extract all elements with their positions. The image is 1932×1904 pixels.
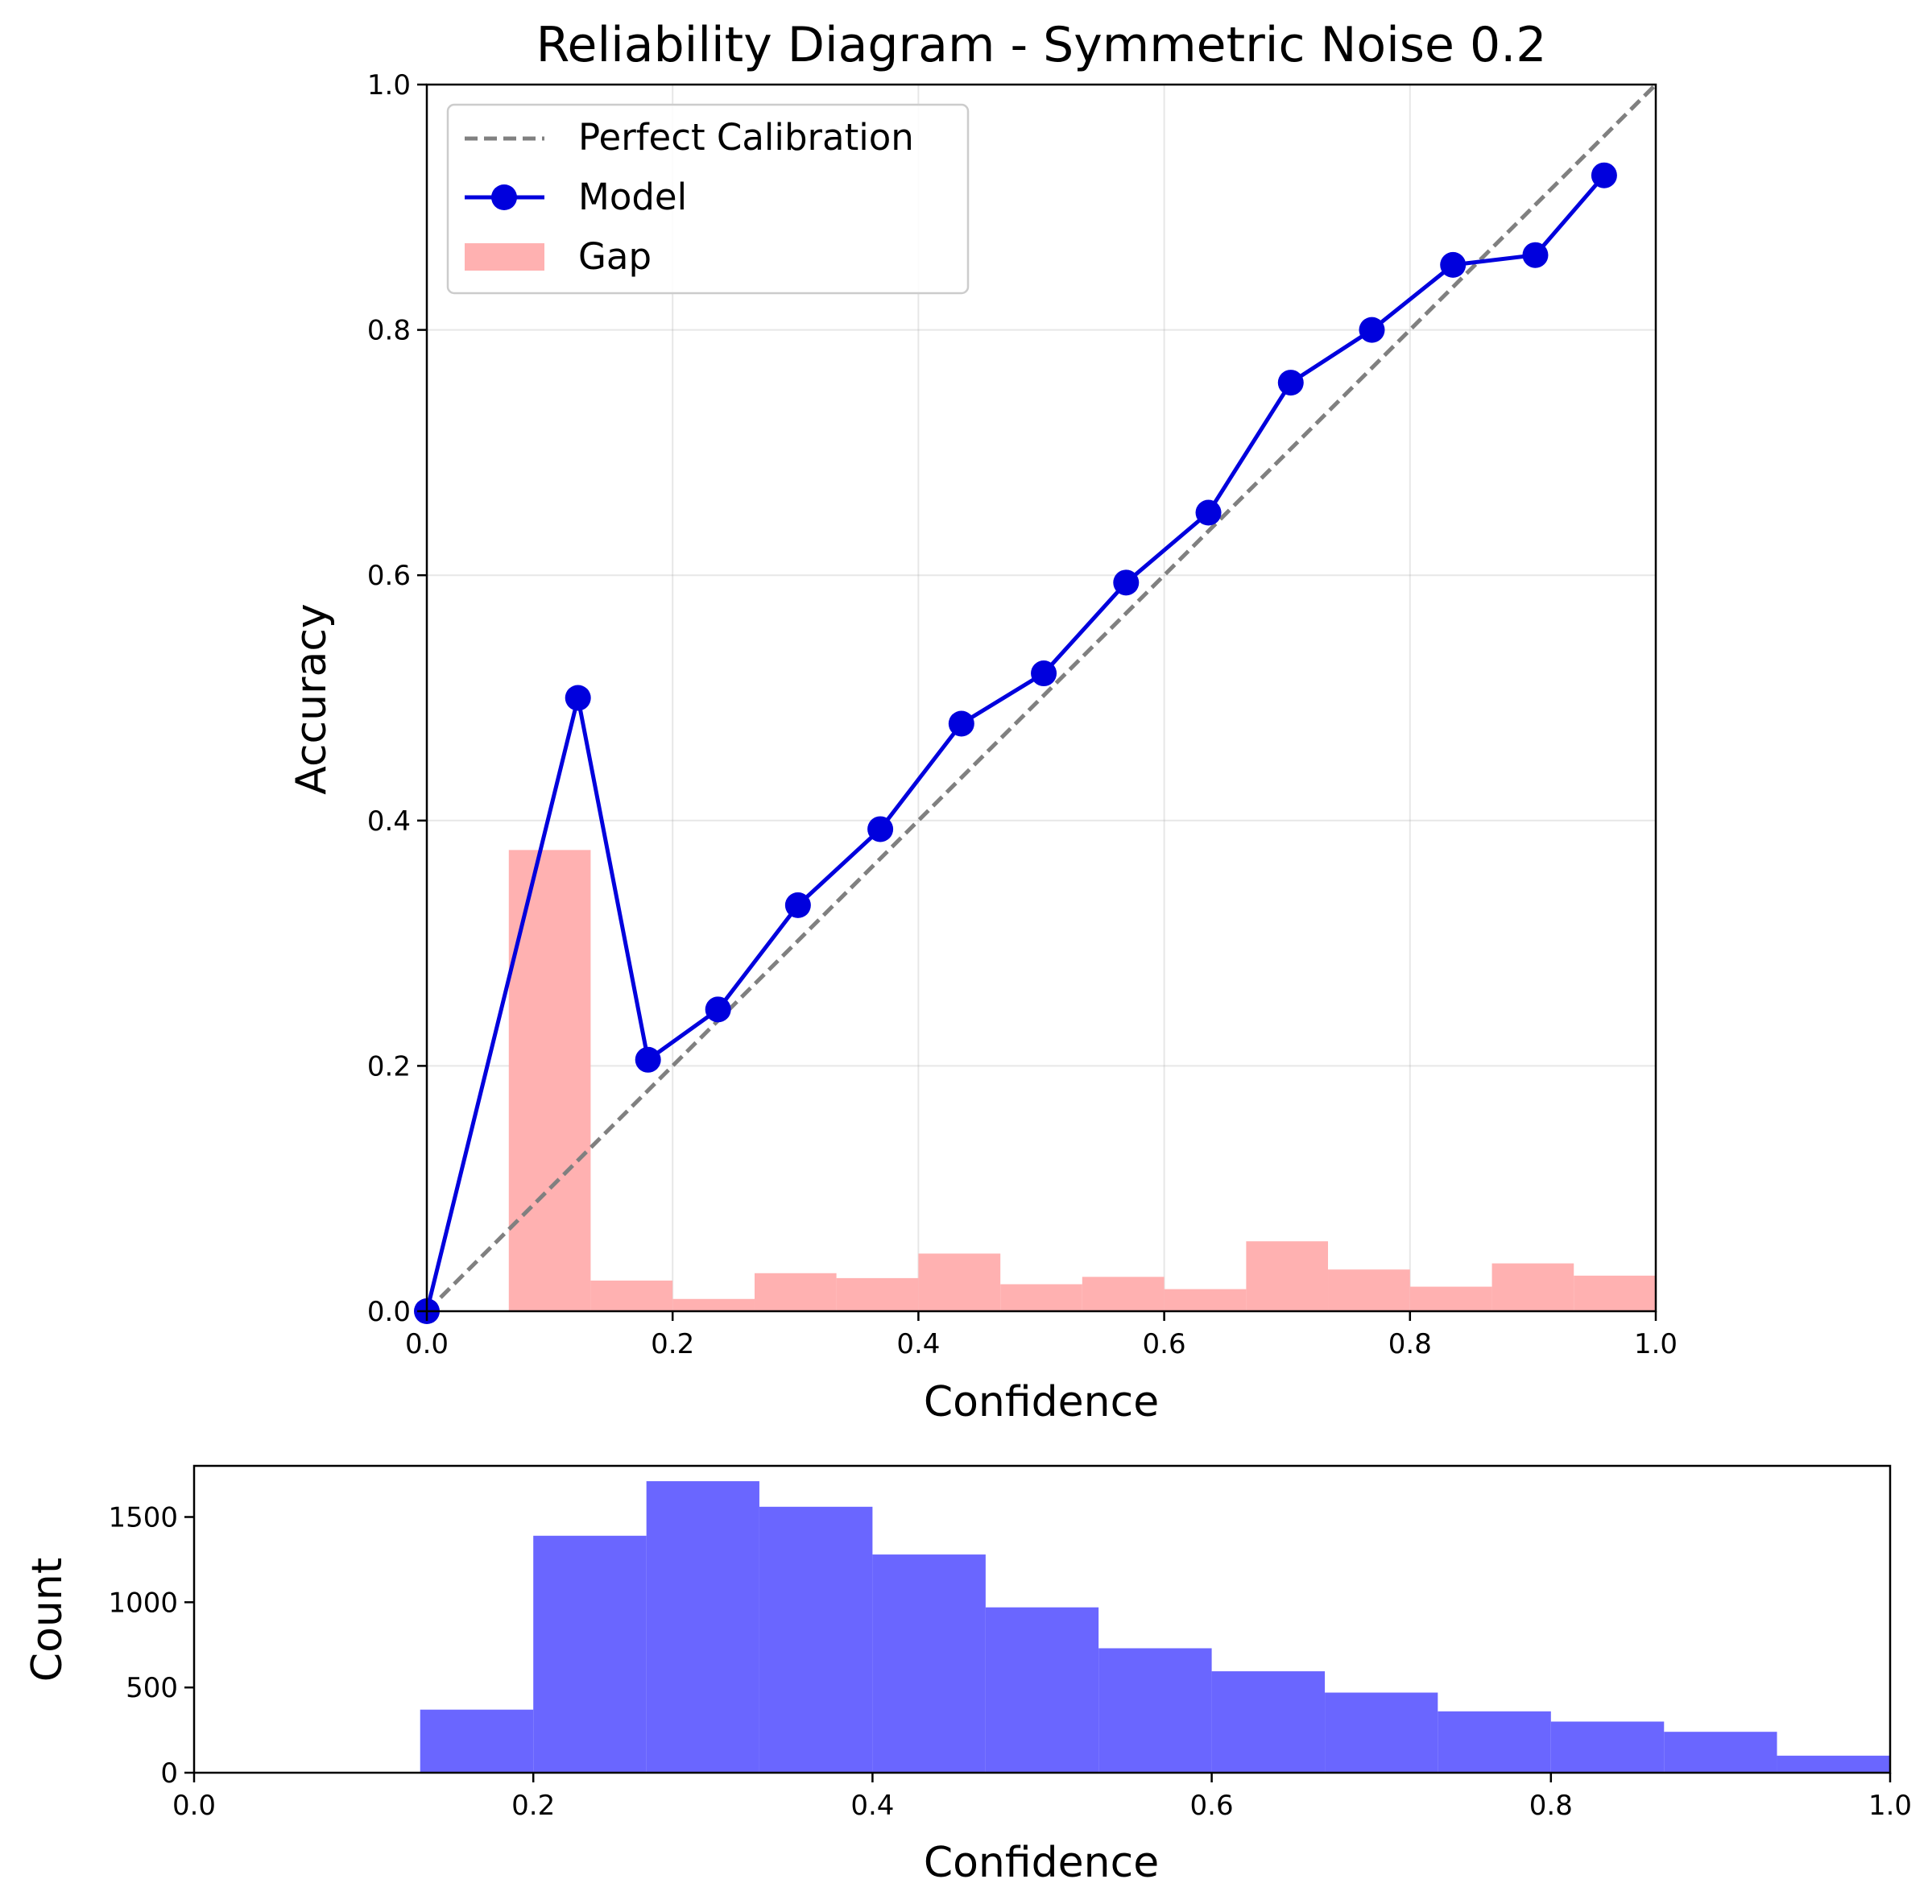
count-bar [1098,1648,1212,1773]
y-tick-label: 0.6 [367,560,411,592]
count-bar [1664,1732,1777,1773]
legend-model-swatch-marker [491,184,517,210]
model-point [1195,499,1222,526]
y-axis-ticks: 0.0 0.2 0.4 0.6 0.8 1.0 [367,69,427,1328]
gap-bar [590,1280,673,1311]
hist-y-axis-label: Count [23,1558,72,1682]
model-series [414,162,1617,1324]
model-point [705,996,731,1023]
count-bar [1438,1711,1551,1773]
hist-x-tick-label: 0.6 [1190,1790,1234,1822]
hist-y-axis-ticks: 0 500 1000 1500 [108,1502,194,1790]
count-bars [420,1481,1890,1773]
legend: Perfect Calibration Model Gap [446,103,970,295]
hist-y-tick-label: 0 [160,1757,178,1790]
legend-model-label: Model [578,176,687,218]
x-tick-label: 1.0 [1634,1328,1678,1360]
x-axis-label: Confidence [924,1378,1159,1426]
hist-y-tick-label: 1500 [108,1502,178,1534]
y-axis-label: Accuracy [288,603,336,794]
hist-y-tick-label: 500 [126,1672,178,1704]
hist-x-axis-label: Confidence [924,1839,1159,1887]
hist-y-tick-label: 1000 [108,1587,178,1619]
gap-bar [672,1298,755,1311]
x-tick-label: 0.6 [1143,1328,1186,1360]
gap-bar [1328,1269,1410,1311]
gap-bar [508,850,591,1311]
x-tick-label: 0.2 [651,1328,694,1360]
x-axis-ticks: 0.0 0.2 0.4 0.6 0.8 1.0 [405,1311,1678,1360]
gap-bar [1000,1284,1082,1311]
model-point [1031,660,1057,687]
model-point [1591,162,1617,188]
gap-bar [1574,1275,1656,1311]
y-tick-label: 0.8 [367,315,411,347]
count-bar [759,1506,873,1773]
gap-bar [836,1277,919,1311]
y-tick-label: 0.0 [367,1296,411,1328]
count-bar [1550,1721,1665,1773]
x-tick-label: 0.4 [896,1328,940,1360]
model-point [1359,317,1385,343]
x-tick-label: 0.0 [405,1328,449,1360]
model-point [948,710,974,737]
model-point [784,892,811,918]
model-point [565,685,591,711]
gap-bar [1164,1289,1247,1311]
model-point [635,1046,661,1073]
model-point [1522,242,1549,268]
y-tick-label: 1.0 [367,69,411,101]
legend-box [446,103,970,295]
count-bar [985,1607,1099,1773]
gap-bar [1491,1263,1574,1311]
y-tick-label: 0.2 [367,1050,411,1082]
model-point [1113,569,1140,596]
count-bar [420,1709,534,1773]
hist-x-tick-label: 0.2 [511,1790,555,1822]
count-bar [533,1535,647,1773]
hist-x-axis-ticks: 0.0 0.2 0.4 0.6 0.8 1.0 [172,1773,1912,1822]
gap-bars [508,850,1656,1311]
model-point [867,816,894,842]
histogram-frame [192,1464,1892,1774]
legend-gap-swatch [465,243,544,271]
gap-bar [918,1253,1001,1311]
hist-x-tick-label: 1.0 [1868,1790,1912,1822]
legend-gap-label: Gap [578,235,652,278]
model-point [1440,251,1467,278]
count-bar [872,1554,986,1773]
y-tick-label: 0.4 [367,805,411,838]
gap-bar [1246,1241,1329,1311]
count-bar [1211,1671,1326,1773]
count-bar [1325,1692,1438,1773]
legend-perfect-calibration-label: Perfect Calibration [578,116,914,159]
hist-x-tick-label: 0.4 [850,1790,894,1822]
count-bar [646,1481,759,1773]
hist-x-tick-label: 0.8 [1529,1790,1573,1822]
gap-bar [1082,1277,1165,1311]
gap-bar [754,1273,837,1311]
x-tick-label: 0.8 [1388,1328,1432,1360]
model-line [424,174,1606,1312]
gap-bar [1409,1286,1492,1311]
plot-frame [425,83,1657,1313]
hist-x-tick-label: 0.0 [172,1790,216,1822]
histogram-panel: 0.0 0.2 0.4 0.6 0.8 1.0 0 500 1000 1500 Confiden… [23,1464,1912,1887]
chart-title: Reliability Diagram - Symmetric Noise 0.… [536,17,1547,73]
reliability-panel: Reliability Diagram - Symmetric Noise 0.… [288,17,1678,1426]
model-point [1277,370,1304,396]
count-bar [1777,1755,1890,1773]
